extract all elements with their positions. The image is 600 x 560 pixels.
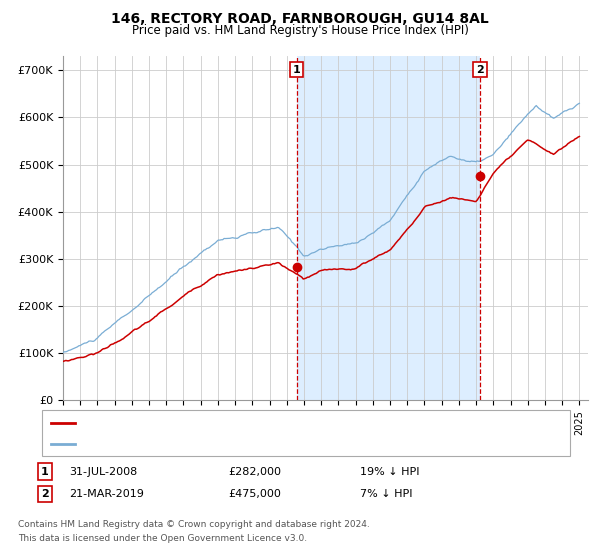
Text: HPI: Average price, detached house, Rushmoor: HPI: Average price, detached house, Rush… xyxy=(79,438,325,449)
Text: 146, RECTORY ROAD, FARNBOROUGH, GU14 8AL (detached house): 146, RECTORY ROAD, FARNBOROUGH, GU14 8AL… xyxy=(79,418,428,428)
Text: This data is licensed under the Open Government Licence v3.0.: This data is licensed under the Open Gov… xyxy=(18,534,307,543)
Text: £282,000: £282,000 xyxy=(228,466,281,477)
Text: 19% ↓ HPI: 19% ↓ HPI xyxy=(360,466,419,477)
Text: £475,000: £475,000 xyxy=(228,489,281,499)
Text: 146, RECTORY ROAD, FARNBOROUGH, GU14 8AL: 146, RECTORY ROAD, FARNBOROUGH, GU14 8AL xyxy=(111,12,489,26)
Text: 1: 1 xyxy=(293,64,301,74)
Text: 21-MAR-2019: 21-MAR-2019 xyxy=(69,489,144,499)
Bar xyxy=(297,56,480,400)
Text: 2: 2 xyxy=(41,489,49,499)
Text: 31-JUL-2008: 31-JUL-2008 xyxy=(69,466,137,477)
Text: 1: 1 xyxy=(41,466,49,477)
Text: 2: 2 xyxy=(476,64,484,74)
Text: Contains HM Land Registry data © Crown copyright and database right 2024.: Contains HM Land Registry data © Crown c… xyxy=(18,520,370,529)
Text: 7% ↓ HPI: 7% ↓ HPI xyxy=(360,489,413,499)
Text: Price paid vs. HM Land Registry's House Price Index (HPI): Price paid vs. HM Land Registry's House … xyxy=(131,24,469,36)
